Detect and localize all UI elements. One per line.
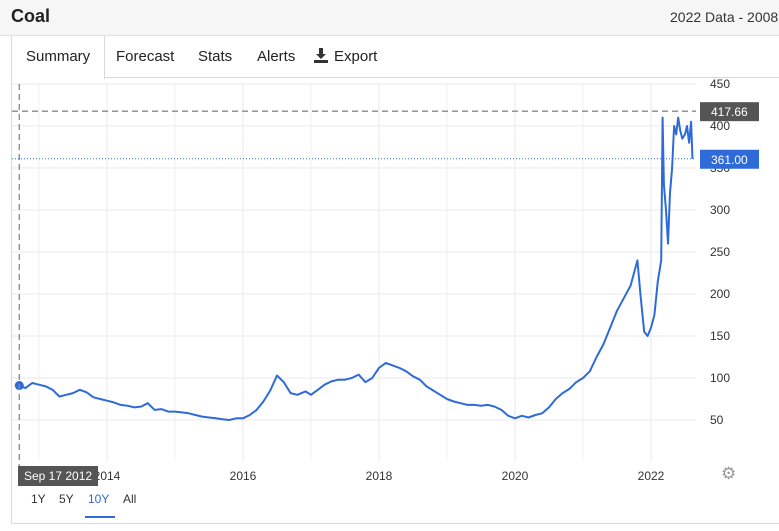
crosshair-value-label: 417.66 xyxy=(711,105,748,119)
tab-stats-label: Stats xyxy=(198,48,233,65)
tab-alerts[interactable]: Alerts xyxy=(257,36,295,78)
range-button-5y[interactable]: 5Y xyxy=(59,492,74,506)
y-tick-label: 100 xyxy=(710,371,730,385)
y-tick-label: 50 xyxy=(710,413,724,427)
range-button-10y[interactable]: 10Y xyxy=(88,492,110,506)
download-icon xyxy=(314,48,328,63)
x-tick-label: 2018 xyxy=(366,469,393,483)
y-tick-label: 250 xyxy=(710,245,730,259)
x-tick-label: 2016 xyxy=(230,469,257,483)
page-title: Coal xyxy=(11,6,51,26)
last-price-badge xyxy=(700,149,759,169)
crosshair-date-badge xyxy=(18,466,98,486)
tab-export[interactable]: Export xyxy=(314,36,377,78)
x-tick-label: 2022 xyxy=(638,469,665,483)
y-tick-label: 400 xyxy=(710,119,730,133)
last-price-label: 361.00 xyxy=(711,153,748,167)
crosshair-date-label: Sep 17 2012 xyxy=(24,469,92,483)
x-tick-label: 2020 xyxy=(502,469,529,483)
tab-summary[interactable]: Summary xyxy=(12,36,106,79)
y-tick-label: 150 xyxy=(710,329,730,343)
crosshair-value-badge xyxy=(700,102,759,122)
range-button-all[interactable]: All xyxy=(123,492,137,506)
tab-forecast-label: Forecast xyxy=(116,48,175,65)
tab-stats[interactable]: Stats xyxy=(198,36,232,78)
tab-summary-label: Summary xyxy=(26,48,91,65)
range-selected-indicator xyxy=(85,516,115,518)
y-tick-label: 300 xyxy=(710,203,730,217)
tab-export-label: Export xyxy=(334,48,378,65)
tab-bar: Summary Forecast Stats Alerts Export xyxy=(12,36,779,79)
range-button-1y[interactable]: 1Y xyxy=(31,492,46,506)
x-tick-label: 2014 xyxy=(94,469,121,483)
tab-forecast[interactable]: Forecast xyxy=(116,36,174,78)
y-tick-label: 200 xyxy=(710,287,730,301)
tab-alerts-label: Alerts xyxy=(257,48,296,65)
app-header: Coal 2022 Data - 2008 xyxy=(0,0,779,36)
gear-icon[interactable]: ⚙ xyxy=(721,464,737,483)
y-tick-label: 450 xyxy=(710,77,730,91)
series-line xyxy=(18,116,694,421)
data-range-label: 2022 Data - 2008 xyxy=(670,9,779,25)
